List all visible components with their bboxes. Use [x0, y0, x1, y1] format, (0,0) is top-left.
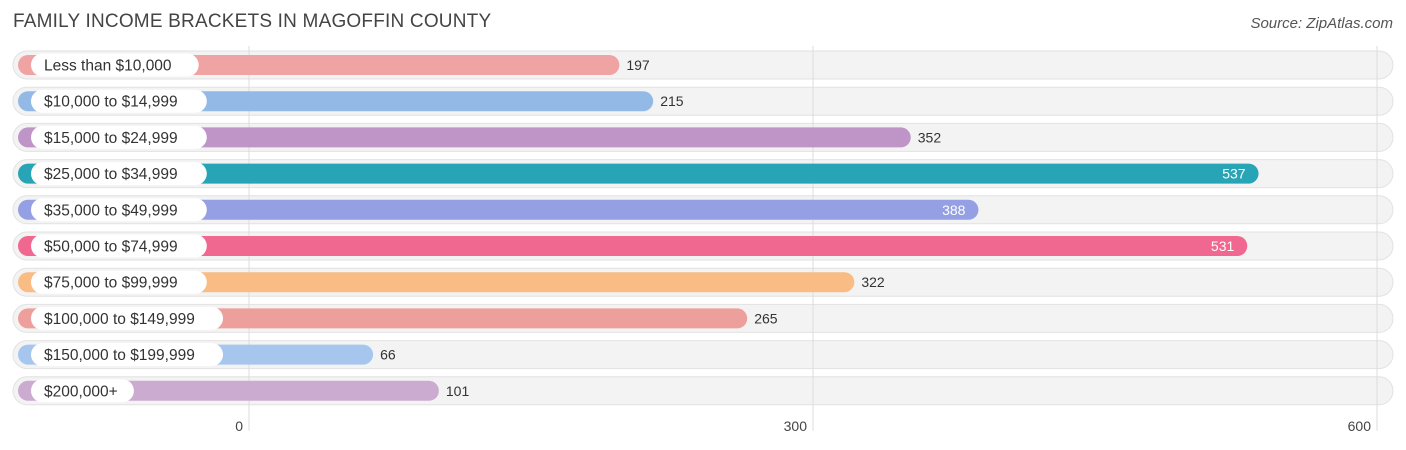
category-label-pill: [31, 343, 223, 367]
category-label: $25,000 to $34,999: [44, 166, 178, 183]
category-label: $200,000+: [44, 383, 118, 400]
value-label: 215: [660, 93, 684, 109]
x-tick-label: 0: [235, 418, 243, 434]
bar: [18, 127, 911, 148]
category-label-pill: [31, 89, 207, 113]
value-label: 66: [380, 347, 396, 363]
value-label: 265: [754, 310, 778, 326]
value-label: 197: [626, 57, 650, 73]
x-tick-label: 300: [784, 418, 808, 434]
category-label-pill: [31, 162, 207, 186]
value-label: 531: [1211, 238, 1235, 254]
value-label: 537: [1222, 166, 1246, 182]
source-credit: Source: ZipAtlas.com: [1250, 15, 1393, 32]
category-label: $100,000 to $149,999: [44, 311, 195, 328]
category-label-pill: [31, 53, 199, 77]
category-label-pill: [31, 234, 207, 258]
bar: [18, 199, 979, 220]
bar: [18, 163, 1259, 184]
category-label-pill: [31, 306, 223, 330]
chart-title: FAMILY INCOME BRACKETS IN MAGOFFIN COUNT…: [13, 11, 492, 32]
category-label-pill: [31, 198, 207, 222]
category-label: $50,000 to $74,999: [44, 239, 178, 256]
value-label: 101: [446, 383, 470, 399]
value-label: 352: [918, 129, 942, 145]
category-label: $75,000 to $99,999: [44, 275, 178, 292]
bars: Less than $10,000 197 $10,000 to $14,999 21…: [18, 53, 1259, 403]
category-label: $150,000 to $199,999: [44, 347, 195, 364]
bar: [18, 236, 1248, 256]
category-label: $15,000 to $24,999: [44, 130, 178, 147]
x-tick-label: 600: [1348, 418, 1372, 434]
category-label: $35,000 to $49,999: [44, 202, 178, 219]
category-label-pill: [31, 270, 207, 294]
bar: [18, 272, 855, 293]
category-label-pill: [31, 125, 207, 149]
value-label: 388: [942, 202, 966, 218]
category-label: $10,000 to $14,999: [44, 94, 178, 111]
category-label-pill: [31, 379, 134, 403]
value-label: 322: [861, 274, 885, 290]
category-label: Less than $10,000: [44, 58, 172, 75]
